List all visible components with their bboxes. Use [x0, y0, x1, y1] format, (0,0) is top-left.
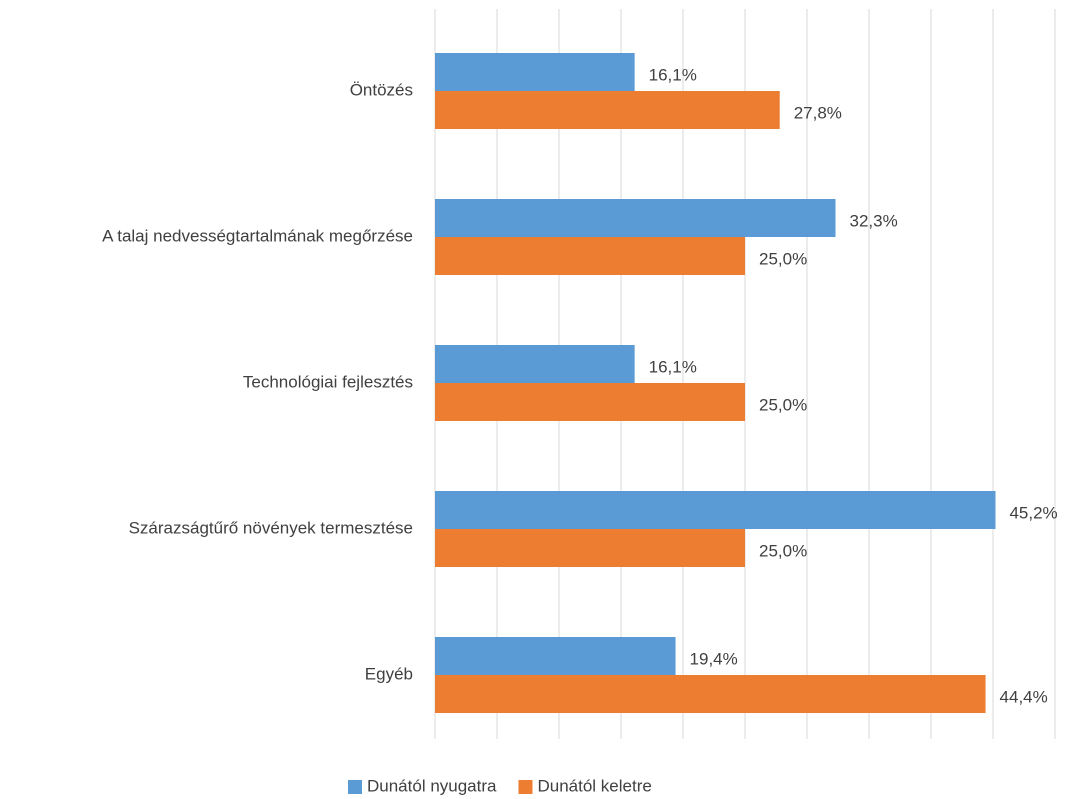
bar [435, 199, 836, 237]
y-tick-label: Öntözés [350, 80, 413, 99]
y-tick-label: Egyéb [365, 664, 413, 683]
data-label: 16,1% [649, 65, 697, 84]
bar [435, 529, 745, 567]
bar [435, 345, 635, 383]
bar [435, 53, 635, 91]
bar [435, 491, 996, 529]
bar [435, 237, 745, 275]
y-tick-label: Szárazságtűrő növények termesztése [129, 518, 413, 537]
data-label: 44,4% [1000, 687, 1048, 706]
data-label: 16,1% [649, 357, 697, 376]
legend-label: Dunától nyugatra [367, 776, 497, 795]
y-tick-label: A talaj nedvességtartalmának megőrzése [102, 226, 413, 245]
legend-label: Dunától keletre [537, 776, 651, 795]
data-label: 32,3% [850, 211, 898, 230]
data-label: 25,0% [759, 249, 807, 268]
data-label: 25,0% [759, 541, 807, 560]
y-tick-label: Technológiai fejlesztés [243, 372, 413, 391]
data-label: 25,0% [759, 395, 807, 414]
data-label: 27,8% [794, 103, 842, 122]
legend-swatch [348, 780, 362, 794]
legend-swatch [518, 780, 533, 794]
bar [435, 637, 676, 675]
bar [435, 383, 745, 421]
bar [435, 91, 780, 129]
data-label: 45,2% [1009, 503, 1057, 522]
data-label: 19,4% [690, 649, 738, 668]
bar [435, 675, 986, 713]
